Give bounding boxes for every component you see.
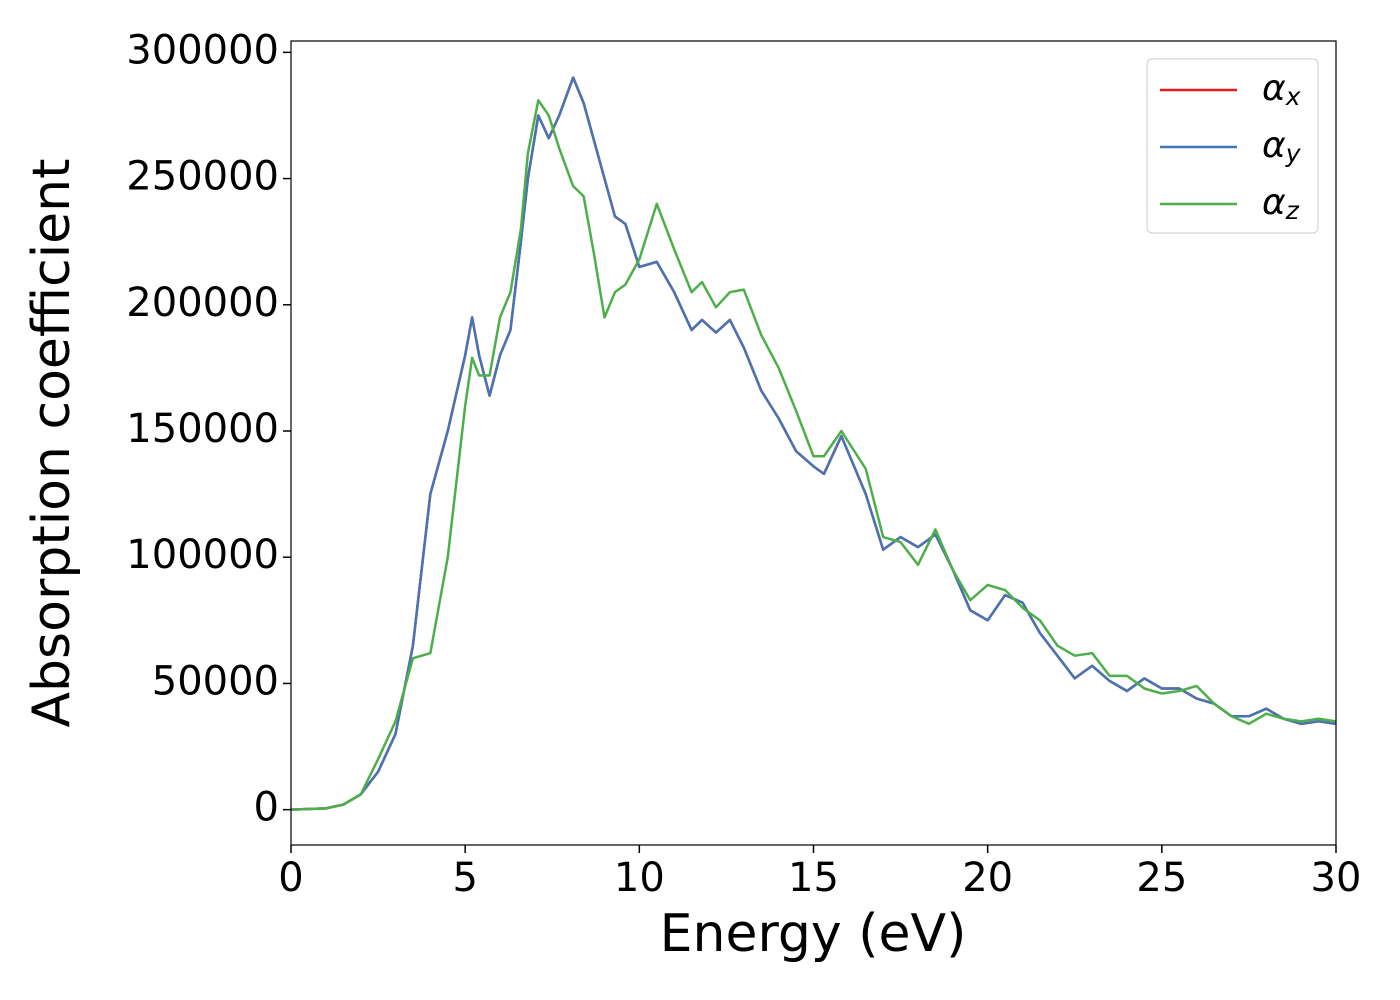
y-tick-label: 150000 bbox=[126, 406, 279, 452]
y-tick-label: 0 bbox=[254, 785, 279, 831]
plot-frame bbox=[290, 40, 1337, 846]
legend-label: αx bbox=[1262, 68, 1301, 111]
y-axis-label: Absorption coefficient bbox=[22, 158, 82, 727]
legend: αx αy αz bbox=[1146, 58, 1319, 234]
series-line bbox=[290, 76, 1337, 811]
y-tick-label: 250000 bbox=[126, 154, 279, 200]
y-tick-label: 100000 bbox=[126, 532, 279, 578]
x-tick-label: 25 bbox=[1136, 855, 1187, 901]
x-tick-label: 10 bbox=[614, 855, 665, 901]
x-tick-label: 20 bbox=[962, 855, 1013, 901]
x-tick-label: 15 bbox=[788, 855, 839, 901]
y-tick-label: 300000 bbox=[126, 27, 279, 73]
y-tick-label: 50000 bbox=[152, 658, 279, 704]
x-axis-label: Energy (eV) bbox=[660, 904, 967, 964]
y-tick-label: 200000 bbox=[126, 280, 279, 326]
legend-label: αy bbox=[1262, 125, 1302, 168]
series-line bbox=[290, 99, 1337, 811]
x-tick-label: 30 bbox=[1311, 855, 1362, 901]
x-tick-label: 0 bbox=[278, 855, 303, 901]
legend-label: αz bbox=[1262, 182, 1300, 225]
x-tick-label: 5 bbox=[452, 855, 477, 901]
